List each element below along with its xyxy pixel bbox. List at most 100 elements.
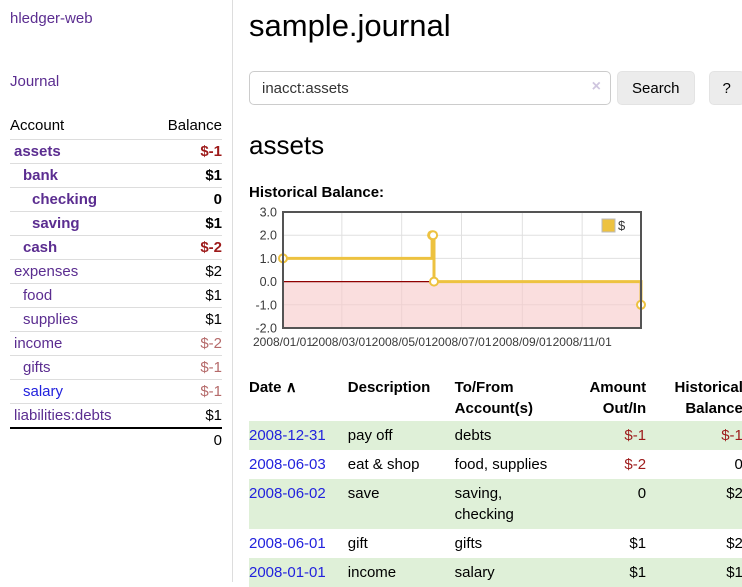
page-title: sample.journal [249,8,451,43]
transaction-date-link[interactable]: 2008-06-02 [249,485,326,502]
account-balance: $1 [148,283,222,308]
account-balance: $-1 [148,139,222,164]
account-link[interactable]: saving [32,215,80,232]
account-balance: $-1 [148,379,222,404]
transaction-date-link[interactable]: 2008-01-01 [249,564,326,581]
transaction-date-link[interactable]: 2008-06-01 [249,535,326,552]
account-link[interactable]: gifts [23,359,51,376]
balance-cell: 0 [734,456,742,473]
balance-cell: $-1 [721,427,742,444]
description-cell: eat & shop [347,456,420,473]
description-cell: pay off [347,427,393,444]
account-name-cell: income [10,331,149,356]
amount-cell: $-1 [624,427,647,444]
account-link[interactable]: income [14,335,63,352]
account-balance: $-2 [148,331,222,356]
amount-cell: $-2 [624,456,647,473]
search-box: × [249,71,611,105]
account-row: bank $1 [10,163,222,188]
clear-search-icon[interactable]: × [591,78,601,95]
accounts-total-row: 0 [10,427,222,452]
date-header-label: Date [249,379,282,396]
search-input[interactable] [249,71,611,105]
svg-text:-1.0: -1.0 [255,298,277,312]
sidebar: hledger-web Journal Account Balance asse… [0,0,233,582]
description-cell: gift [347,535,368,552]
description-cell: income [347,564,397,581]
account-balance: 0 [148,187,222,212]
account-link[interactable]: checking [32,191,98,208]
accounts-header-row: Account Balance [10,114,222,140]
svg-text:2008/09/01: 2008/09/01 [492,335,552,349]
account-name-cell: liabilities:debts [10,403,149,428]
amount-cell: $1 [629,535,647,552]
accounts-cell: debts [454,427,492,444]
help-button[interactable]: ? [708,71,742,105]
account-row: income $-2 [10,331,222,356]
accounts-header: To/From Account(s) [454,379,534,417]
accounts-cell: saving, checking [454,485,514,523]
chart-title: Historical Balance: [249,184,385,201]
svg-text:-2.0: -2.0 [255,322,277,336]
accounts-cell: salary [454,564,495,581]
account-column-header: Account [10,117,65,134]
transaction-date-link[interactable]: 2008-12-31 [249,427,326,444]
balance-cell: $2 [726,535,742,552]
transaction-date-link[interactable]: 2008-06-03 [249,456,326,473]
brand-link[interactable]: hledger-web [10,10,93,27]
account-row: food $1 [10,283,222,308]
account-balance: $1 [148,403,222,428]
account-row: cash $-2 [10,235,222,260]
svg-text:2008/11/01: 2008/11/01 [553,335,612,349]
account-link[interactable]: salary [23,383,64,400]
account-balance: $1 [148,163,222,188]
account-balance: $1 [148,307,222,332]
account-name-cell: food [10,283,149,308]
svg-text:2.0: 2.0 [260,229,277,243]
date-cell: 2008-06-01 [249,529,348,558]
account-row: supplies $1 [10,307,222,332]
account-heading: assets [249,130,325,160]
historical-balance-chart: 3.0 2.0 1.0 0.0 -1.0 -2.0 2008/01/01 2008/03/01… [249,206,742,360]
account-balance: $-1 [148,355,222,380]
account-link[interactable]: bank [23,167,59,184]
account-name-cell: supplies [10,307,149,332]
date-cell: 2008-12-31 [249,421,348,450]
account-link[interactable]: food [23,287,53,304]
date-sort-header[interactable]: Date ∧ [249,375,348,421]
amount-header: Amount Out/In [589,379,647,417]
amount-cell: 0 [637,485,647,502]
account-link[interactable]: assets [14,143,61,160]
journal-link[interactable]: Journal [10,73,60,90]
account-name-cell: bank [10,163,149,188]
main-content: sample.journal × Search ? assets Histori… [233,0,742,587]
register-header-row: Date ∧ Description To/From Account(s) Am… [249,375,742,421]
account-name-cell: assets [10,139,149,164]
svg-text:2008/07/01: 2008/07/01 [431,335,491,349]
search-bar: × Search ? [249,71,742,105]
account-row: expenses $2 [10,259,222,284]
svg-text:3.0: 3.0 [260,206,277,220]
svg-text:2008/03/01: 2008/03/01 [312,335,372,349]
register-table: Date ∧ Description To/From Account(s) Am… [249,375,742,587]
balance-header: Historical Balance [674,379,742,417]
svg-text:2008/05/01: 2008/05/01 [372,335,432,349]
account-name-cell: cash [10,235,149,260]
account-link[interactable]: liabilities:debts [14,407,112,424]
account-balance: $-2 [148,235,222,260]
account-link[interactable]: expenses [14,263,79,280]
description-header: Description [347,379,431,396]
register-row: 2008-12-31 pay off debts $-1 $-1 [249,421,742,450]
accounts-total-value: 0 [148,427,222,452]
account-link[interactable]: supplies [23,311,79,328]
account-name-cell: gifts [10,355,149,380]
description-cell: save [347,485,380,502]
account-row: gifts $-1 [10,355,222,380]
total-spacer [10,427,149,452]
account-balance: $2 [148,259,222,284]
balance-cell: $1 [726,564,742,581]
date-cell: 2008-01-01 [249,558,348,587]
search-button[interactable]: Search [617,71,695,105]
account-link[interactable]: cash [23,239,58,256]
accounts-cell: food, supplies [454,456,548,473]
